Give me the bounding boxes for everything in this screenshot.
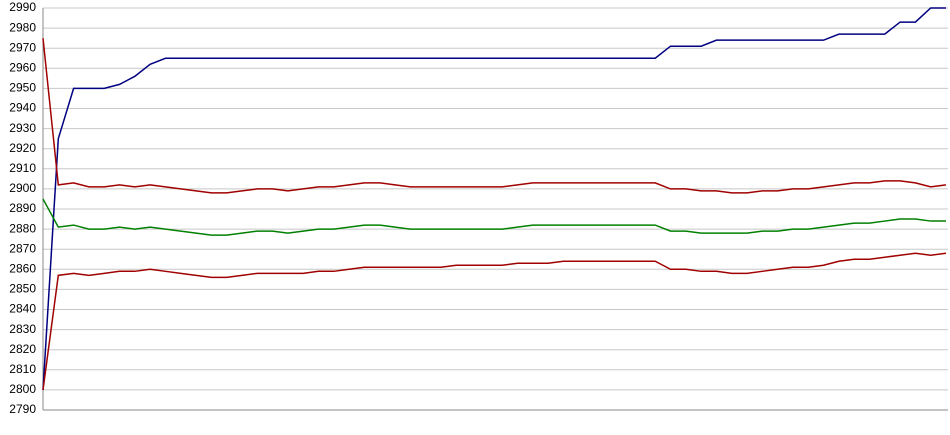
y-tick-label: 2810 [9, 362, 36, 376]
y-tick-label: 2960 [9, 60, 36, 74]
y-tick-label: 2860 [9, 261, 36, 275]
y-tick-label: 2800 [9, 382, 36, 396]
series-line [42, 252, 947, 390]
y-tick-label: 2870 [9, 241, 36, 255]
y-tick-label: 2790 [9, 402, 36, 416]
series-line [42, 38, 947, 194]
y-tick-label: 2930 [9, 121, 36, 135]
y-tick-label: 2890 [9, 201, 36, 215]
series-line [42, 7, 946, 390]
y-tick-label: 2880 [9, 221, 36, 235]
y-tick-label: 2970 [9, 40, 36, 54]
y-tick-label: 2830 [9, 322, 36, 336]
y-tick-label: 2940 [9, 101, 36, 115]
y-tick-label: 2820 [9, 342, 36, 356]
y-tick-label: 2840 [9, 302, 36, 316]
series-line [42, 198, 946, 236]
y-tick-label: 2990 [9, 0, 36, 14]
y-tick-label: 2920 [9, 141, 36, 155]
y-tick-label: 2850 [9, 282, 36, 296]
y-tick-label: 2910 [9, 161, 36, 175]
y-tick-label: 2900 [9, 181, 36, 195]
y-tick-label: 2950 [9, 81, 36, 95]
y-tick-label: 2980 [9, 20, 36, 34]
